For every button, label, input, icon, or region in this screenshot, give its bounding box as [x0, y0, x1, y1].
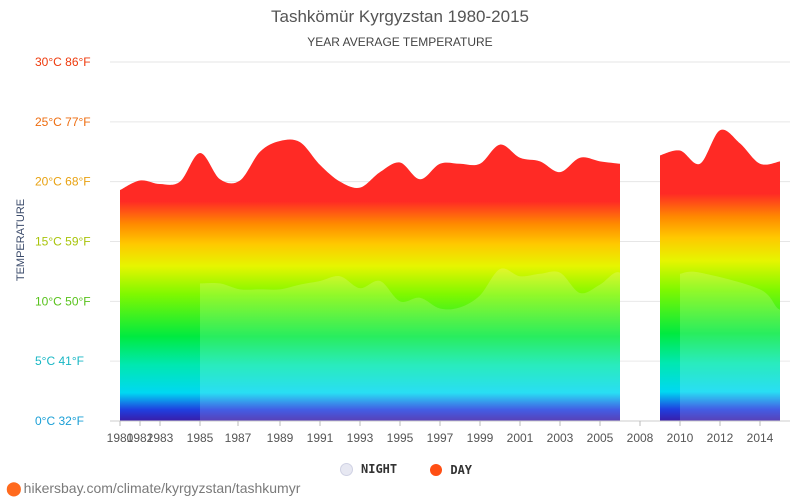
- night-swatch-icon: [340, 462, 353, 476]
- x-tick-label: 1983: [147, 431, 174, 445]
- night-area-2008-2014: [680, 271, 800, 421]
- plot-areas: [120, 129, 800, 421]
- x-tick-label: 1999: [467, 431, 494, 445]
- watermark-link[interactable]: ⬤ hikersbay.com/climate/kyrgyzstan/tashku…: [6, 480, 300, 497]
- x-tick-label: 2008: [627, 431, 654, 445]
- chart-title: Tashkömür Kyrgyzstan 1980-2015: [271, 7, 529, 26]
- chart-subtitle: YEAR AVERAGE TEMPERATURE: [307, 35, 493, 49]
- x-tick-label: 2005: [587, 431, 614, 445]
- x-tick-label: 2001: [507, 431, 534, 445]
- watermark-text: hikersbay.com/climate/kyrgyzstan/tashkum…: [23, 480, 301, 496]
- axes: 0°C 32°F 5°C 41°F 10°C 50°F 15°C 59°F 20°C 6…: [35, 55, 790, 445]
- x-tick-label: 1985: [187, 431, 214, 445]
- y-tick-label: 20°C 68°F: [35, 175, 91, 189]
- x-tick-label: 1987: [225, 431, 252, 445]
- location-pin-icon: ⬤: [6, 480, 22, 496]
- day-area-1980-2005: [120, 139, 620, 421]
- night-area-1984-2006: [200, 268, 640, 421]
- x-tick-label: 1980: [107, 431, 134, 445]
- y-tick-label: 30°C 86°F: [35, 55, 91, 69]
- x-tick-label: 1982: [127, 431, 154, 445]
- x-tick-label: 1995: [387, 431, 414, 445]
- x-tick-label: 1989: [267, 431, 294, 445]
- x-tick-label: 1991: [307, 431, 334, 445]
- legend: NIGHT DAY: [340, 462, 498, 479]
- x-tick-label: 1997: [427, 431, 454, 445]
- y-tick-label: 0°C 32°F: [35, 414, 84, 428]
- y-tick-label: 5°C 41°F: [35, 354, 84, 368]
- x-tick-label: 2003: [547, 431, 574, 445]
- y-tick-label: 10°C 50°F: [35, 294, 91, 308]
- y-tick-label: 15°C 59°F: [35, 235, 91, 249]
- day-swatch-icon: [430, 463, 443, 476]
- x-tick-label: 2014: [747, 431, 774, 445]
- x-tick-label: 1993: [347, 431, 374, 445]
- x-tick-label: 2012: [707, 431, 734, 445]
- y-axis-label: TEMPERATURE: [15, 198, 27, 282]
- y-tick-label: 25°C 77°F: [35, 115, 91, 129]
- legend-item-day[interactable]: DAY: [430, 463, 472, 477]
- legend-item-night[interactable]: NIGHT: [340, 462, 397, 476]
- day-area-2007-2013: [660, 129, 780, 421]
- legend-label-day: DAY: [450, 462, 473, 477]
- legend-label-night: NIGHT: [361, 462, 398, 476]
- x-tick-label: 2010: [667, 431, 694, 445]
